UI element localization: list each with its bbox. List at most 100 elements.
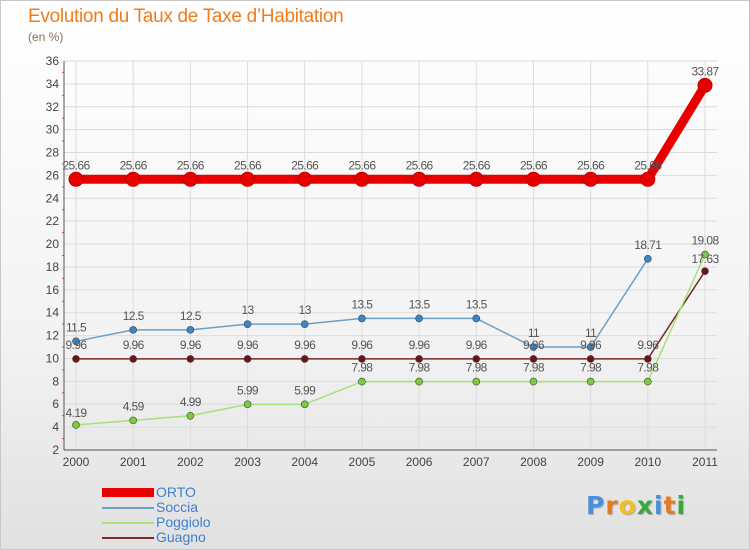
data-point-guagno [586, 355, 595, 363]
y-tick-label: 30 [46, 123, 60, 137]
x-tick-label: 2005 [349, 455, 376, 469]
data-point-guagno [472, 355, 481, 363]
data-label: 25.66 [234, 158, 262, 172]
y-tick-label: 18 [46, 260, 60, 274]
chart-title: Evolution du Taux de Taxe d’Habitation [28, 6, 344, 27]
data-label: 7.98 [351, 361, 373, 375]
data-label: 9.96 [180, 338, 202, 352]
data-point-soccia [243, 320, 252, 328]
data-point-poggiolo [529, 377, 538, 386]
data-label: 25.66 [463, 158, 491, 172]
data-label: 4.19 [66, 406, 88, 420]
plot-area [64, 61, 717, 450]
data-point-poggiolo [586, 377, 595, 386]
x-tick-label: 2003 [234, 455, 261, 469]
legend-label: ORTO [156, 484, 196, 500]
data-point-guagno [415, 355, 423, 363]
data-label: 4.59 [123, 399, 145, 413]
data-point-poggiolo [701, 250, 709, 259]
data-point-soccia [129, 326, 137, 334]
data-label: 9.96 [409, 338, 431, 352]
data-label: 13.5 [351, 297, 373, 311]
data-label: 9.96 [123, 338, 145, 352]
y-tick-label: 36 [46, 54, 60, 68]
data-point-soccia [72, 337, 80, 346]
data-label: 9.96 [294, 338, 316, 352]
data-point-guagno [72, 355, 80, 363]
data-point-soccia [644, 255, 652, 263]
data-label: 25.66 [120, 158, 148, 172]
data-point-poggiolo [72, 421, 80, 429]
proxiti-logo: Proxiti [586, 491, 686, 520]
x-tick-label: 2006 [406, 455, 433, 469]
data-label: 25.66 [62, 158, 90, 172]
x-tick-label: 2010 [634, 455, 661, 469]
y-tick-label: 26 [46, 168, 60, 182]
data-point-orto [697, 77, 713, 93]
data-point-guagno [129, 355, 137, 363]
data-label: 7.98 [580, 361, 602, 375]
y-tick-label: 8 [52, 374, 59, 388]
data-point-orto [468, 171, 484, 187]
x-tick-label: 2009 [577, 455, 604, 469]
legend-label: Soccia [156, 499, 199, 515]
data-label: 9.96 [523, 338, 545, 352]
data-point-soccia [472, 314, 481, 323]
data-label: 25.66 [177, 158, 205, 172]
data-point-orto [125, 171, 141, 187]
data-point-guagno [701, 267, 709, 275]
logo-letter: i [654, 491, 664, 520]
legend-item-poggiolo: Poggiolo [102, 515, 211, 530]
data-point-poggiolo [472, 377, 481, 386]
y-tick-label: 32 [46, 100, 60, 114]
data-point-soccia [358, 314, 366, 323]
data-label: 25.66 [577, 158, 605, 172]
legend-item-orto: ORTO [102, 485, 211, 500]
data-label: 12.5 [180, 309, 202, 323]
data-label: 33.87 [691, 64, 719, 78]
data-point-soccia [586, 343, 595, 351]
y-tick-label: 24 [46, 191, 60, 205]
data-point-orto [411, 171, 427, 187]
data-label: 7.98 [466, 361, 488, 375]
data-label: 9.96 [580, 338, 602, 352]
logo-letter: r [605, 491, 619, 520]
data-point-soccia [186, 326, 195, 334]
data-point-orto [640, 171, 656, 187]
legend-item-guagno: Guagno [102, 530, 211, 545]
y-tick-label: 16 [46, 283, 60, 297]
data-label: 25.66 [406, 158, 434, 172]
data-label: 25.66 [634, 158, 662, 172]
data-point-guagno [243, 355, 252, 363]
data-label: 11.5 [66, 320, 87, 334]
data-point-poggiolo [186, 411, 195, 420]
data-label: 19.08 [691, 234, 719, 248]
data-point-orto [182, 171, 198, 187]
data-point-guagno [186, 355, 195, 363]
y-tick-label: 34 [46, 77, 60, 91]
data-label: 4.99 [180, 395, 202, 409]
data-point-soccia [529, 343, 538, 351]
y-tick-label: 20 [46, 237, 60, 251]
data-point-poggiolo [644, 377, 652, 386]
data-point-orto [354, 171, 370, 187]
legend-swatch [102, 488, 154, 497]
data-label: 5.99 [294, 383, 316, 397]
data-label: 13.5 [409, 297, 431, 311]
y-tick-label: 2 [52, 443, 59, 457]
data-label: 13 [241, 303, 254, 317]
data-point-guagno [644, 355, 652, 363]
x-tick-label: 2007 [463, 455, 490, 469]
data-point-poggiolo [129, 416, 137, 425]
data-point-orto [583, 171, 599, 187]
data-point-orto [525, 171, 541, 187]
legend-swatch [102, 521, 154, 524]
data-label: 9.96 [351, 338, 373, 352]
data-point-soccia [415, 314, 423, 323]
data-label: 7.98 [637, 361, 659, 375]
data-label: 11 [528, 326, 540, 340]
data-point-orto [240, 171, 256, 187]
legend-label: Guagno [156, 529, 206, 545]
series-line-poggiolo [75, 253, 706, 426]
